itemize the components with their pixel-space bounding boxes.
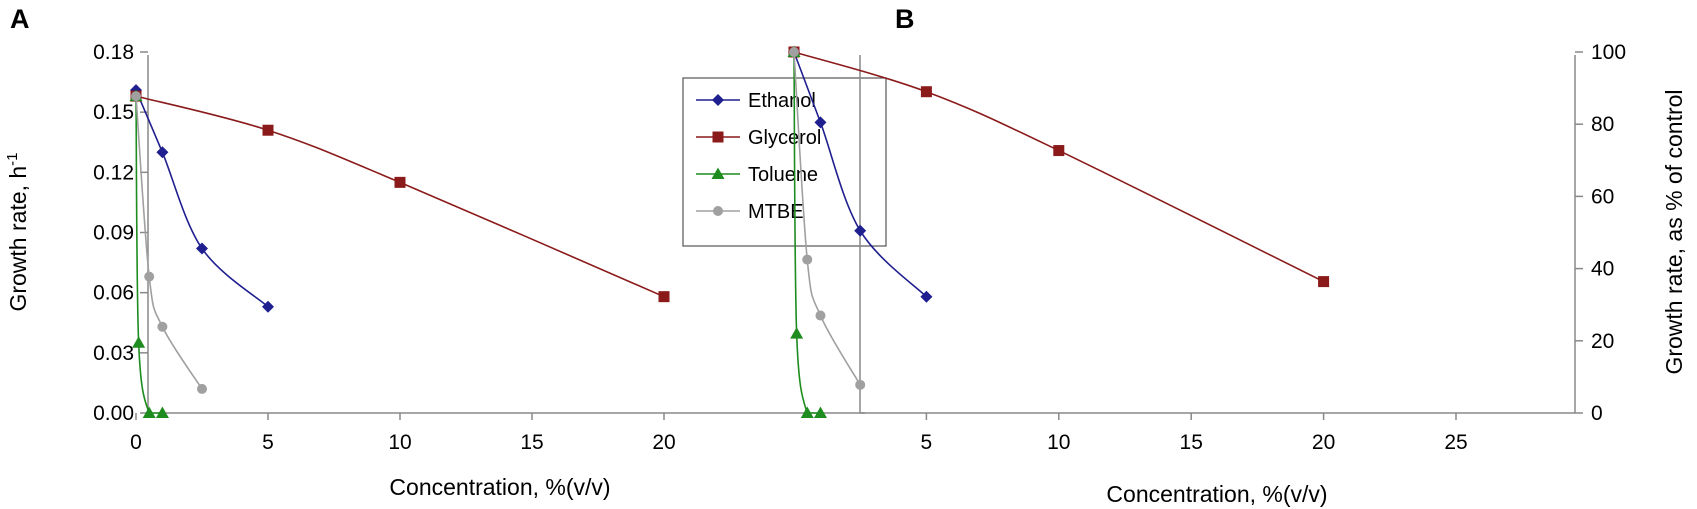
legend-box (682, 77, 887, 247)
panel-a-point-toluene (142, 406, 156, 418)
panel-b-y-axis-title: Growth rate, as % of control (1661, 89, 1687, 374)
panel-a-point-mtbe (157, 321, 168, 332)
panel-a-point-ethanol (262, 300, 274, 313)
panel-b-series-mtbe (789, 47, 866, 390)
panel-a-x-tick-label: 10 (388, 431, 411, 454)
panel-a-y-tick-label: 0.18 (93, 41, 134, 64)
panel-a-y-tick-label: 0.03 (93, 342, 134, 365)
panel-a-point-mtbe (131, 91, 141, 102)
legend-label-mtbe: MTBE (748, 201, 804, 223)
panel-b-point-glycerol (1053, 145, 1065, 157)
panel-b-y-ticks: 0 20 40 60 80 100 (1575, 41, 1626, 425)
panel-a-line-ethanol (135, 89, 269, 308)
panel-b-y-tick-label: 0 (1591, 402, 1603, 425)
panel-a-point-toluene (132, 336, 146, 348)
panel-b-point-ethanol (854, 224, 867, 237)
panel-b-point-mtbe (855, 379, 866, 390)
panel-b-point-ethanol (814, 116, 827, 129)
legend-item-ethanol: Ethanol (696, 90, 816, 112)
panel-a-line-toluene (135, 96, 163, 414)
panel-a: 0.00 0.03 0.06 0.09 0.12 0.15 0.18 0 5 10 15 20 Co… (4, 41, 865, 500)
panel-b-point-toluene (790, 327, 804, 339)
legend-marker-ethanol (712, 94, 724, 106)
panel-b-series (787, 45, 1330, 418)
panel-b-point-ethanol (920, 290, 933, 303)
panel-a-point-glycerol (262, 124, 274, 136)
panel-b-y-tick-label: 80 (1591, 113, 1614, 136)
panel-b-x-axis-title: Concentration, %(v/v) (1106, 481, 1327, 507)
panel-a-y-tick-label: 0.12 (93, 161, 134, 184)
legend-item-glycerol: Glycerol (696, 127, 821, 149)
panel-a-y-axis-title-main: Growth rate, h (5, 166, 31, 312)
panel-a-series-glycerol (130, 90, 670, 303)
legend-label-glycerol: Glycerol (748, 127, 821, 149)
panel-b-line-ethanol (793, 51, 927, 298)
panel-b-point-toluene (800, 406, 814, 418)
panel-a-x-tick-label: 0 (130, 431, 142, 454)
panel-a-point-ethanol (196, 242, 208, 255)
panel-a-line-mtbe (135, 96, 203, 390)
panel-b-x-tick-label: 25 (1444, 431, 1467, 454)
panel-letter-b: B (895, 4, 915, 34)
panel-b-point-mtbe (802, 254, 813, 265)
panel-b-point-toluene (813, 406, 827, 418)
panel-a-series-toluene (129, 89, 169, 418)
panel-a-series-mtbe (131, 91, 207, 394)
panel-a-point-mtbe (197, 383, 207, 394)
legend-marker-toluene (711, 167, 725, 179)
panel-a-y-axis-title-superscript: -1 (4, 152, 21, 165)
panel-b-y-tick-label: 40 (1591, 258, 1614, 281)
panel-a-x-axis-title: Concentration, %(v/v) (389, 474, 610, 500)
panel-a-y-tick-label: 0.06 (93, 282, 134, 305)
panel-b-y-tick-label: 20 (1591, 330, 1614, 353)
panel-a-y-ticks: 0.00 0.03 0.06 0.09 0.12 0.15 0.18 (93, 41, 148, 425)
panel-a-series (129, 84, 670, 418)
legend-marker-mtbe (713, 206, 723, 216)
panel-a-y-tick-label: 0.00 (93, 402, 134, 425)
panel-a-x-ticks: 0 5 10 15 20 (130, 413, 676, 454)
panel-a-x-tick-label: 5 (262, 431, 274, 454)
legend-items: Ethanol Glycerol Toluene MTBE (696, 90, 821, 223)
panel-a-point-toluene (155, 406, 169, 418)
panel-b-x-tick-label: 15 (1180, 431, 1203, 454)
panel-letter-a: A (10, 4, 30, 34)
legend-label-ethanol: Ethanol (748, 90, 816, 112)
panel-a-y-tick-label: 0.15 (93, 101, 134, 124)
legend-label-toluene: Toluene (748, 164, 818, 186)
panel-a-x-tick-label: 20 (652, 431, 675, 454)
panel-a-point-glycerol (658, 291, 670, 303)
panel-b-point-glycerol (1318, 276, 1330, 288)
panel-b-point-mtbe (789, 47, 799, 57)
panel-a-y-tick-label: 0.09 (93, 222, 134, 245)
panel-b-y-tick-label: 60 (1591, 185, 1614, 208)
panel-a-line-glycerol (135, 95, 665, 298)
panel-a-point-glycerol (394, 176, 406, 188)
panel-b-line-toluene (793, 51, 821, 414)
panel-a-point-ethanol (156, 146, 169, 159)
panel-b-point-glycerol (920, 86, 932, 98)
panel-b-line-mtbe (793, 51, 861, 386)
panel-b-x-tick-label: 10 (1047, 431, 1070, 454)
panel-a-x-tick-label: 15 (520, 431, 543, 454)
panel-b-x-tick-label: 5 (921, 431, 933, 454)
legend-item-mtbe: MTBE (696, 201, 804, 223)
panel-b-x-ticks: 5 10 15 20 25 (921, 413, 1468, 454)
panel-b-x-tick-label: 20 (1312, 431, 1335, 454)
panel-b-point-mtbe (815, 310, 826, 321)
panel-a-y-axis-title: Growth rate, h-1 (4, 152, 31, 311)
legend-marker-glycerol (712, 131, 724, 143)
panel-b: 0 20 40 60 80 100 5 10 15 20 25 Concentration, %(… (787, 41, 1687, 507)
panel-b-line-glycerol (793, 51, 1324, 283)
legend: Ethanol Glycerol Toluene MTBE (682, 77, 887, 247)
panel-b-y-tick-label: 100 (1591, 41, 1626, 64)
panel-a-point-mtbe (144, 271, 155, 282)
